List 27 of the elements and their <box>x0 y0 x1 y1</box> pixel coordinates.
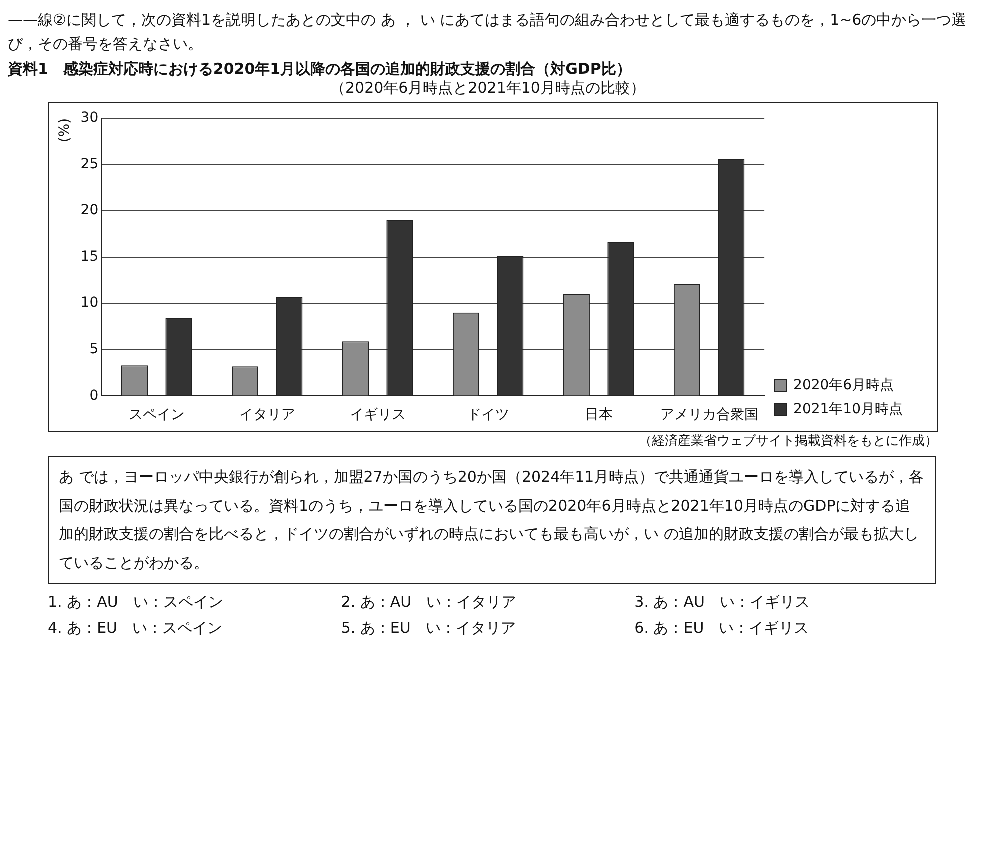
y-tick-label: 25 <box>80 156 99 172</box>
y-tick-label: 15 <box>80 248 99 265</box>
y-tick-label: 10 <box>80 295 99 312</box>
x-tick-label: アメリカ合衆国 <box>660 407 758 424</box>
text: 2. あ：AU い：イタリア <box>341 592 518 613</box>
y-tick-label: 20 <box>80 202 99 219</box>
x-tick-label: 日本 <box>584 407 613 424</box>
chart-subtitle: （2020年6月時点と2021年10月時点の比較） <box>330 79 646 98</box>
x-tick-label: イギリス <box>350 407 406 424</box>
y-tick-label: 5 <box>90 342 99 358</box>
legend-label: 2020年6月時点 <box>794 378 894 394</box>
chart-title: 資料1 感染症対応時における2020年1月以降の各国の追加的財政支援の割合（対GDP比） <box>8 60 632 79</box>
x-tick-label: スペイン <box>128 407 185 424</box>
y-axis-title: (%) <box>57 118 74 143</box>
y-tick-label: 0 <box>90 388 99 404</box>
text: 1. あ：AU い：スペイン <box>48 592 224 613</box>
text: 4. あ：EU い：スペイン <box>48 618 224 638</box>
text: 5. あ：EU い：イタリア <box>341 618 517 638</box>
x-tick-label: イタリア <box>239 407 296 424</box>
text: 6. あ：EU い：イギリス <box>634 618 810 638</box>
text: ——線②に関して，次の資料1を説明したあとの文中の あ ， い にあてはまる語句の組み合わせとして最も適するものを，1~6の中から一つ選び，その番号を答えなさい。 <box>8 10 968 55</box>
x-tick-label: ドイツ <box>467 407 510 424</box>
text: あ では，ヨーロッパ中央銀行が創られ，加盟27か国のうち20か国（2024年11月時点）で共通通貨ユーロを導入しているが，各国の財政状況は異なっている。資料1のうち，ユーロを導入している国の2020年6月時点と2021年10月時点のGDPに対する追加的財政支援の割合を比べると，ドイツの割合がいずれの時点においても最も高いが，い の追加的財政支援の割合が最も拡大していることがわかる。 <box>48 456 936 584</box>
legend-label: 2021年10月時点 <box>794 402 904 418</box>
y-tick-label: 30 <box>80 110 99 126</box>
text: （経済産業省ウェブサイト掲載資料をもとに作成） <box>638 433 938 450</box>
text: 3. あ：AU い：イギリス <box>634 592 811 613</box>
